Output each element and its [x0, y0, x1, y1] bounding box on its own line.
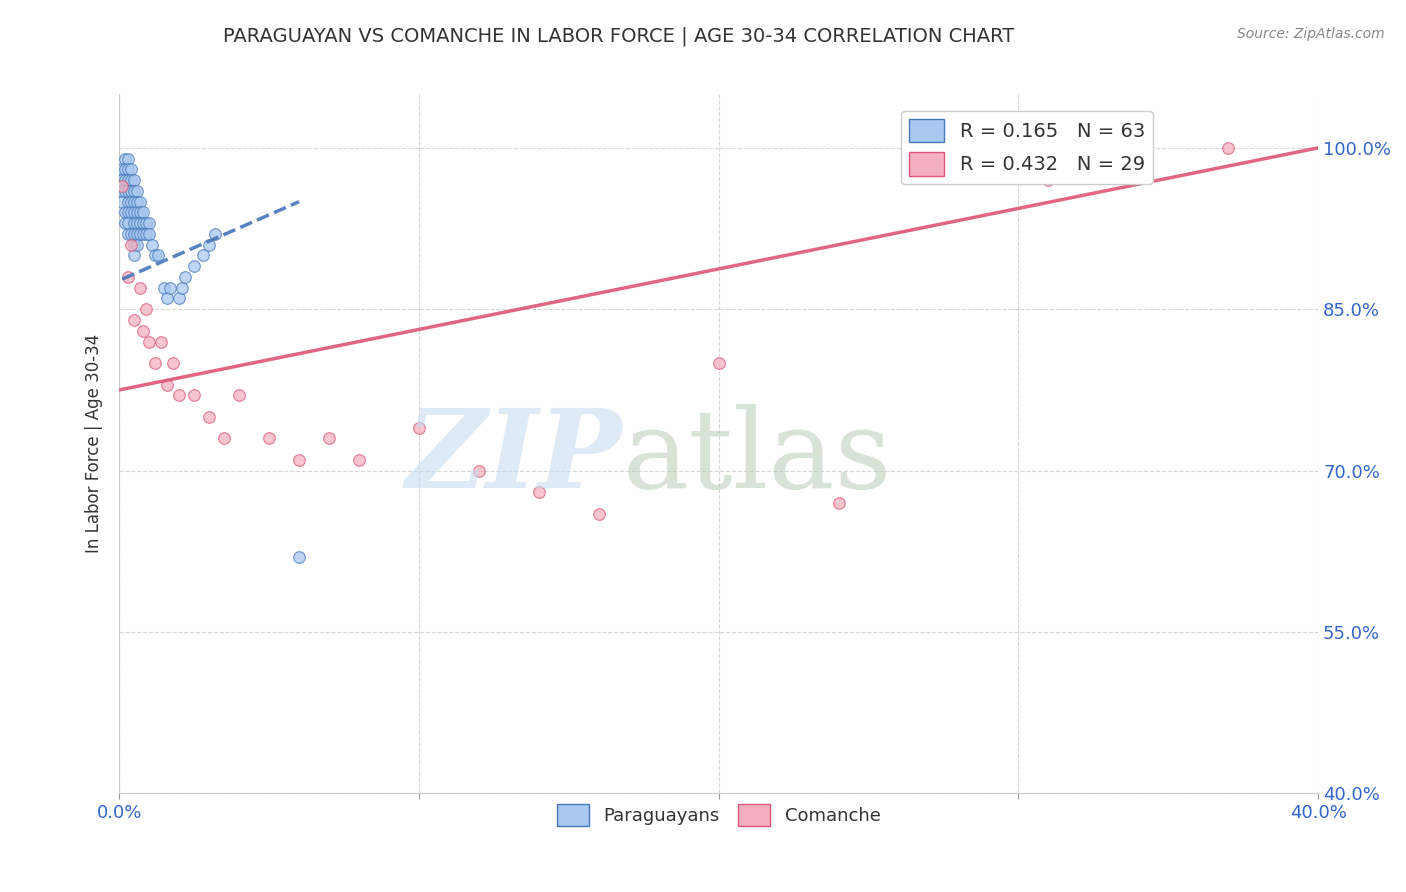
Point: [1038, 173, 1060, 187]
Point: [122, 216, 145, 230]
Point: [150, 334, 173, 349]
Point: [117, 227, 139, 241]
Point: [111, 184, 134, 198]
Point: [120, 237, 142, 252]
Point: [228, 388, 250, 402]
Point: [129, 194, 152, 209]
Point: [122, 227, 145, 241]
Point: [132, 324, 155, 338]
Point: [122, 184, 145, 198]
Point: [138, 216, 160, 230]
Point: [148, 248, 170, 262]
Point: [141, 237, 163, 252]
Point: [257, 431, 280, 445]
Point: [120, 205, 142, 219]
Point: [120, 162, 142, 177]
Point: [129, 281, 152, 295]
Point: [132, 227, 155, 241]
Point: [120, 184, 142, 198]
Point: [193, 248, 215, 262]
Text: PARAGUAYAN VS COMANCHE IN LABOR FORCE | AGE 30-34 CORRELATION CHART: PARAGUAYAN VS COMANCHE IN LABOR FORCE | …: [224, 27, 1014, 46]
Point: [114, 162, 136, 177]
Point: [198, 237, 221, 252]
Point: [138, 334, 160, 349]
Point: [117, 173, 139, 187]
Point: [122, 237, 145, 252]
Point: [129, 227, 152, 241]
Point: [117, 270, 139, 285]
Point: [167, 388, 190, 402]
Point: [132, 216, 155, 230]
Point: [468, 464, 491, 478]
Point: [527, 485, 550, 500]
Point: [129, 205, 152, 219]
Point: [122, 173, 145, 187]
Point: [127, 205, 149, 219]
Point: [122, 313, 145, 327]
Point: [204, 227, 226, 241]
Point: [174, 270, 197, 285]
Legend: Paraguayans, Comanche: Paraguayans, Comanche: [550, 797, 889, 833]
Point: [135, 227, 157, 241]
Point: [111, 178, 134, 193]
Point: [143, 248, 166, 262]
Point: [1218, 141, 1240, 155]
Point: [159, 281, 181, 295]
Point: [122, 248, 145, 262]
Point: [143, 356, 166, 370]
Y-axis label: In Labor Force | Age 30-34: In Labor Force | Age 30-34: [86, 334, 103, 553]
Point: [127, 237, 149, 252]
Point: [135, 216, 157, 230]
Point: [827, 496, 849, 510]
Point: [172, 281, 194, 295]
Point: [114, 205, 136, 219]
Point: [111, 162, 134, 177]
Point: [117, 162, 139, 177]
Point: [117, 184, 139, 198]
Point: [122, 205, 145, 219]
Point: [117, 194, 139, 209]
Point: [135, 302, 157, 317]
Point: [114, 216, 136, 230]
Text: ZIP: ZIP: [406, 404, 623, 511]
Text: Source: ZipAtlas.com: Source: ZipAtlas.com: [1237, 27, 1385, 41]
Point: [212, 431, 235, 445]
Point: [198, 409, 221, 424]
Point: [288, 453, 311, 467]
Point: [153, 281, 176, 295]
Point: [162, 356, 184, 370]
Point: [129, 216, 152, 230]
Point: [117, 216, 139, 230]
Point: [120, 173, 142, 187]
Point: [183, 388, 205, 402]
Point: [117, 205, 139, 219]
Point: [347, 453, 370, 467]
Point: [111, 173, 134, 187]
Text: atlas: atlas: [623, 404, 893, 511]
Point: [288, 549, 311, 564]
Point: [122, 194, 145, 209]
Point: [114, 184, 136, 198]
Point: [156, 377, 179, 392]
Point: [318, 431, 340, 445]
Point: [127, 227, 149, 241]
Point: [120, 194, 142, 209]
Point: [183, 259, 205, 273]
Point: [156, 292, 179, 306]
Point: [127, 184, 149, 198]
Point: [114, 152, 136, 166]
Point: [132, 205, 155, 219]
Point: [114, 173, 136, 187]
Point: [408, 420, 430, 434]
Point: [117, 152, 139, 166]
Point: [111, 194, 134, 209]
Point: [127, 216, 149, 230]
Point: [127, 194, 149, 209]
Point: [138, 227, 160, 241]
Point: [120, 227, 142, 241]
Point: [707, 356, 730, 370]
Point: [167, 292, 190, 306]
Point: [588, 507, 610, 521]
